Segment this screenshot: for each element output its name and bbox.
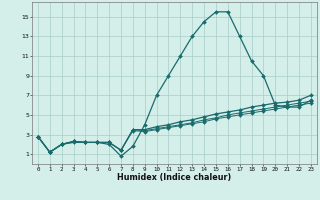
X-axis label: Humidex (Indice chaleur): Humidex (Indice chaleur) [117, 173, 232, 182]
